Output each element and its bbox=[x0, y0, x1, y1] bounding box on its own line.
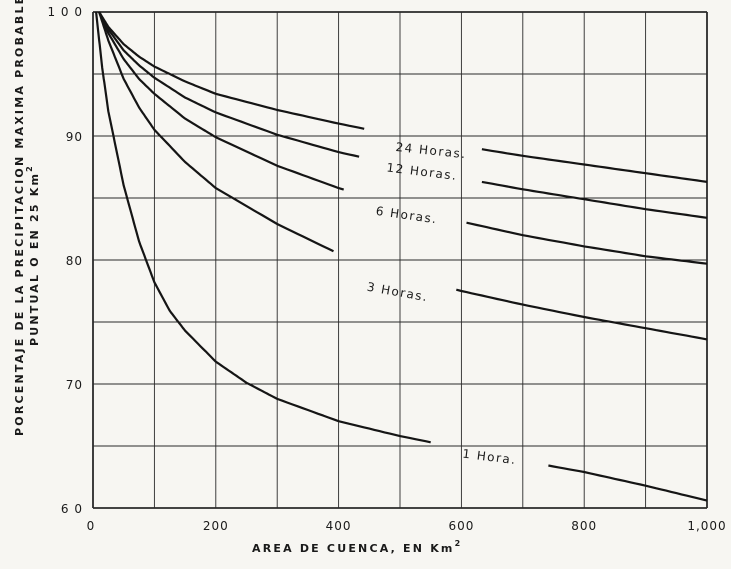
y-tick-label: 90 bbox=[66, 130, 83, 144]
x-tick-label: 600 bbox=[448, 519, 474, 533]
x-tick-label: 1,000 bbox=[687, 519, 726, 533]
y-axis-title-superscript: 2 bbox=[25, 164, 34, 172]
series-lines bbox=[95, 11, 708, 502]
y-axis-title-line2-text: PUNTUAL O EN 25 Km bbox=[28, 172, 41, 346]
x-axis-title-superscript: 2 bbox=[455, 539, 463, 548]
series-line bbox=[98, 11, 708, 265]
y-axis-title-line2: PUNTUAL O EN 25 Km2 bbox=[25, 164, 41, 346]
x-tick-label: 400 bbox=[326, 519, 352, 533]
series-line bbox=[98, 11, 708, 183]
series-label: 1 Hora. bbox=[462, 447, 518, 468]
x-tick-label: 0 bbox=[87, 519, 96, 533]
series-line bbox=[95, 11, 708, 502]
y-tick-label: 80 bbox=[66, 254, 83, 268]
y-axis-title-line1: PORCENTAJE DE LA PRECIPITACION MAXIMA PR… bbox=[13, 0, 26, 436]
series-line bbox=[98, 11, 708, 219]
series-line bbox=[98, 11, 708, 341]
y-tick-label: 1 0 0 bbox=[47, 5, 83, 19]
x-axis-title: AREA DE CUENCA, EN Km2 bbox=[252, 539, 462, 555]
y-tick-label: 70 bbox=[66, 378, 83, 392]
y-tick-label: 6 0 bbox=[61, 502, 83, 516]
x-axis-title-text: AREA DE CUENCA, EN Km bbox=[252, 542, 455, 555]
x-tick-label: 200 bbox=[203, 519, 229, 533]
x-tick-label: 800 bbox=[571, 519, 597, 533]
y-axis-title: PORCENTAJE DE LA PRECIPITACION MAXIMA PR… bbox=[13, 0, 41, 436]
